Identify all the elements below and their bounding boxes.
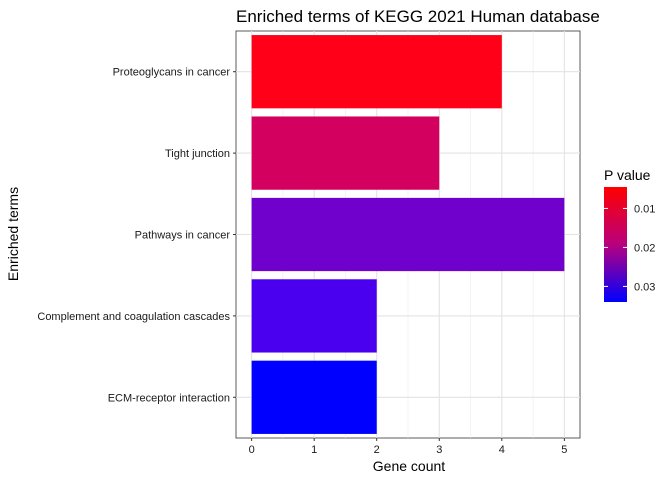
y-axis: Proteoglycans in cancer Tight junction Pat… xyxy=(37,67,236,404)
x-tick-label: 4 xyxy=(499,444,505,456)
bar xyxy=(251,360,377,434)
legend-tick-label: 0.03 xyxy=(634,281,655,293)
bar xyxy=(251,35,502,109)
legend-tick-label: 0.02 xyxy=(634,242,655,254)
bar xyxy=(251,197,565,272)
x-tick-label: 1 xyxy=(311,444,317,456)
y-tick-label: Tight junction xyxy=(165,148,230,160)
x-tick-label: 5 xyxy=(561,444,567,456)
chart-title: Enriched terms of KEGG 2021 Human databa… xyxy=(236,7,600,26)
legend-tick-label: 0.01 xyxy=(634,203,655,215)
legend-title: P value xyxy=(604,167,651,183)
y-axis-title: Enriched terms xyxy=(5,187,21,281)
x-tick-label: 2 xyxy=(374,444,380,456)
y-tick-label: ECM-receptor interaction xyxy=(108,392,230,404)
y-tick-label: Pathways in cancer xyxy=(135,230,231,242)
y-tick-label: Proteoglycans in cancer xyxy=(113,67,231,79)
legend: P value 0.01 0.02 0.03 xyxy=(604,167,655,302)
x-tick-label: 3 xyxy=(436,444,442,456)
bar xyxy=(251,279,377,353)
bars xyxy=(251,35,565,434)
x-axis: 0 1 2 3 4 5 xyxy=(249,438,567,456)
legend-colorbar xyxy=(604,187,627,302)
x-axis-title: Gene count xyxy=(373,458,445,474)
y-tick-label: Complement and coagulation cascades xyxy=(37,311,230,323)
x-tick-label: 0 xyxy=(249,444,255,456)
bar xyxy=(251,116,440,190)
